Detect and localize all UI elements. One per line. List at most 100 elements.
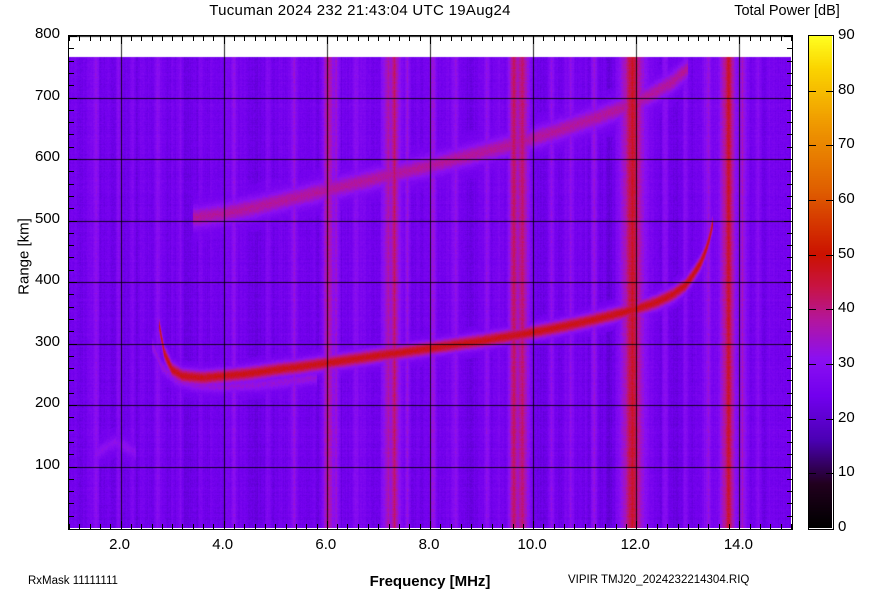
x-tick-label-2.0: 2.0 [109, 536, 130, 553]
axis-tick [584, 524, 586, 529]
axis-tick [357, 524, 359, 529]
axis-tick [787, 331, 792, 333]
axis-tick [69, 429, 74, 431]
colorbar-tick [826, 91, 833, 93]
axis-tick [646, 36, 648, 41]
axis-tick [440, 524, 442, 529]
axis-tick [69, 183, 74, 185]
colorbar-title: Total Power [dB] [734, 3, 840, 19]
axis-tick [553, 36, 555, 41]
colorbar-tick [809, 255, 816, 257]
axis-tick [791, 524, 792, 529]
axis-tick [69, 48, 74, 50]
colorbar-tick [826, 364, 833, 366]
colorbar-tick [809, 145, 816, 147]
x-tick-label-10.0: 10.0 [517, 536, 547, 553]
x-tick-label-8.0: 8.0 [418, 536, 440, 553]
axis-tick [264, 524, 266, 529]
axis-tick [69, 134, 74, 136]
ionogram-heatmap-canvas[interactable] [69, 36, 791, 528]
y-axis-title: Range [km] [15, 218, 33, 295]
axis-tick [784, 97, 792, 99]
axis-tick [787, 355, 792, 357]
axis-tick [784, 159, 792, 160]
colorbar-tick-label-0: 0 [838, 518, 847, 535]
axis-tick [729, 36, 731, 41]
axis-tick [69, 36, 70, 41]
colorbar[interactable] [808, 35, 834, 530]
axis-tick [791, 36, 792, 41]
axis-tick [275, 524, 277, 529]
axis-tick [316, 524, 318, 529]
axis-tick [770, 524, 772, 529]
axis-tick [784, 466, 792, 468]
colorbar-tick [809, 309, 816, 311]
axis-tick [656, 36, 658, 41]
axis-tick [130, 524, 132, 529]
axis-tick [749, 524, 751, 529]
axis-tick [182, 36, 184, 41]
axis-tick [399, 36, 401, 41]
axis-tick [69, 478, 74, 480]
axis-tick [787, 257, 792, 259]
colorbar-tick-label-20: 20 [838, 408, 855, 426]
axis-tick [430, 36, 431, 44]
axis-tick [120, 521, 122, 529]
colorbar-tick [826, 145, 833, 147]
axis-tick [564, 36, 566, 41]
axis-tick [677, 36, 679, 41]
axis-tick [787, 171, 792, 173]
axis-tick [450, 524, 452, 529]
axis-tick [203, 524, 205, 529]
axis-tick [69, 368, 74, 370]
colorbar-tick [826, 309, 833, 311]
axis-tick [285, 524, 287, 529]
axis-tick [110, 36, 112, 41]
axis-tick [244, 524, 246, 529]
axis-tick [69, 109, 74, 111]
axis-tick [553, 524, 555, 529]
axis-tick [502, 524, 504, 529]
axis-tick [739, 521, 741, 529]
colorbar-tick [809, 473, 816, 475]
axis-tick [760, 36, 762, 41]
axis-tick [69, 503, 74, 505]
ionogram-plot-area[interactable] [68, 35, 793, 530]
axis-tick [784, 36, 792, 37]
axis-tick [69, 405, 77, 406]
colorbar-tick-label-10: 10 [838, 463, 855, 481]
axis-tick [347, 524, 349, 529]
axis-tick [787, 491, 792, 493]
axis-tick [784, 220, 792, 222]
colorbar-tick-label-50: 50 [838, 244, 855, 262]
axis-tick [780, 524, 782, 529]
x-tick-label-4.0: 4.0 [212, 536, 234, 553]
axis-tick [69, 60, 74, 62]
axis-tick [172, 36, 174, 41]
axis-tick [787, 269, 792, 271]
colorbar-tick [809, 364, 816, 366]
axis-tick [234, 524, 236, 529]
axis-tick [409, 36, 411, 41]
axis-tick [378, 36, 380, 41]
axis-tick [564, 524, 566, 529]
axis-tick [760, 524, 762, 529]
axis-tick [787, 294, 792, 296]
axis-tick [141, 524, 143, 529]
axis-tick [69, 515, 74, 517]
axis-tick [378, 524, 380, 529]
axis-tick [784, 405, 792, 406]
axis-tick [677, 524, 679, 529]
axis-tick [615, 524, 617, 529]
axis-tick [787, 454, 792, 456]
axis-tick [698, 36, 700, 41]
axis-tick [347, 36, 349, 41]
axis-tick [574, 524, 576, 529]
axis-tick [729, 524, 731, 529]
axis-tick [481, 524, 483, 529]
axis-tick [316, 36, 318, 41]
x-axis-title: Frequency [MHz] [369, 573, 491, 590]
axis-tick [69, 454, 74, 456]
axis-tick [574, 36, 576, 41]
axis-tick [89, 36, 91, 41]
